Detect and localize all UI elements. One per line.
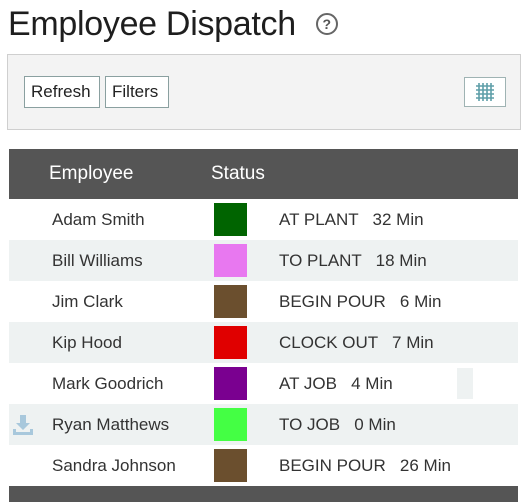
page-title: Employee Dispatch	[8, 4, 296, 43]
status-text: CLOCK OUT 7 Min	[279, 333, 434, 352]
status-text: AT JOB 4 Min	[279, 374, 393, 393]
row-scroll-marker	[457, 368, 473, 399]
column-header-status[interactable]: Status	[211, 163, 265, 184]
dispatch-table: Employee Status Adam Smith AT PLANT 32 M…	[9, 149, 518, 502]
download-icon[interactable]	[11, 413, 35, 437]
employee-name: Sandra Johnson	[52, 456, 176, 475]
status-color-swatch	[214, 408, 247, 441]
employee-name: Ryan Matthews	[52, 415, 170, 434]
status-color-swatch	[214, 449, 247, 482]
status-text: TO JOB 0 Min	[279, 415, 396, 434]
status-text: BEGIN POUR 6 Min	[279, 292, 442, 311]
employee-name: Kip Hood	[52, 333, 122, 352]
status-text: BEGIN POUR 26 Min	[279, 456, 451, 475]
employee-name: Jim Clark	[52, 292, 123, 311]
table-row[interactable]: Adam Smith AT PLANT 32 Min	[9, 199, 518, 240]
filters-button[interactable]: Filters	[105, 76, 169, 108]
grid-view-button[interactable]	[464, 77, 506, 107]
column-header-employee[interactable]: Employee	[49, 163, 134, 184]
table-footer	[9, 486, 518, 502]
table-row[interactable]: Jim Clark BEGIN POUR 6 Min	[9, 281, 518, 322]
refresh-button[interactable]: Refresh	[24, 76, 100, 108]
title-row: Employee Dispatch ?	[8, 2, 338, 46]
status-color-swatch	[214, 367, 247, 400]
table-row[interactable]: Ryan Matthews TO JOB 0 Min	[9, 404, 518, 445]
status-color-swatch	[214, 244, 247, 277]
table-header: Employee Status	[9, 149, 518, 199]
employee-name: Mark Goodrich	[52, 374, 164, 393]
status-text: TO PLANT 18 Min	[279, 251, 427, 270]
toolbar: Refresh Filters	[7, 54, 521, 130]
employee-name: Adam Smith	[52, 210, 145, 229]
help-icon[interactable]: ?	[315, 13, 338, 35]
download-icon-glyph	[13, 415, 33, 435]
status-color-swatch	[214, 203, 247, 236]
table-row[interactable]: Sandra Johnson BEGIN POUR 26 Min	[9, 445, 518, 486]
table-row[interactable]: Mark Goodrich AT JOB 4 Min	[9, 363, 518, 404]
status-text: AT PLANT 32 Min	[279, 210, 424, 229]
grid-icon	[476, 83, 494, 101]
table-row[interactable]: Kip Hood CLOCK OUT 7 Min	[9, 322, 518, 363]
table-row[interactable]: Bill Williams TO PLANT 18 Min	[9, 240, 518, 281]
status-color-swatch	[214, 285, 247, 318]
employee-name: Bill Williams	[52, 251, 143, 270]
status-color-swatch	[214, 326, 247, 359]
